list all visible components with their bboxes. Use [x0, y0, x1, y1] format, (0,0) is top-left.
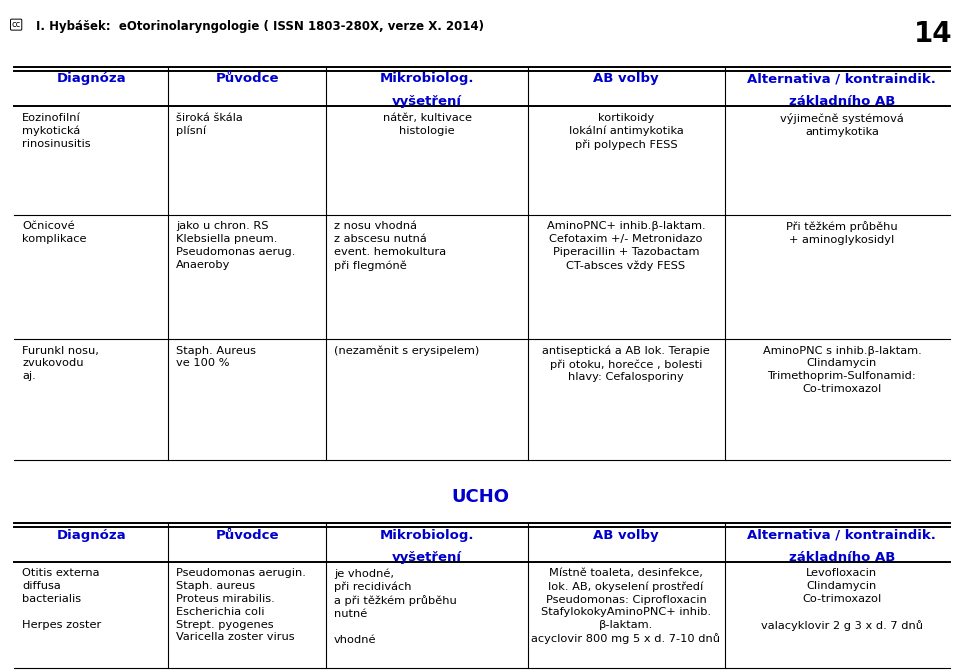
- Text: Furunkl nosu,
zvukovodu
aj.: Furunkl nosu, zvukovodu aj.: [22, 346, 99, 381]
- Text: základního AB: základního AB: [789, 95, 895, 107]
- Text: kortikoidy
lokální antimykotika
při polypech FESS: kortikoidy lokální antimykotika při poly…: [568, 113, 684, 150]
- Text: široká škála
plísní: široká škála plísní: [176, 113, 243, 136]
- Text: (nezaměnit s erysipelem): (nezaměnit s erysipelem): [334, 346, 479, 356]
- Text: výjimečně systémová
antimykotika: výjimečně systémová antimykotika: [780, 113, 903, 136]
- Text: AminoPNC+ inhib.β-laktam.
Cefotaxim +/- Metronidazo
Piperacillin + Tazobactam
CT: AminoPNC+ inhib.β-laktam. Cefotaxim +/- …: [546, 221, 706, 270]
- Text: Diagnóza: Diagnóza: [57, 72, 126, 85]
- Text: Pseudomonas aerugin.
Staph. aureus
Proteus mirabilis.
Escherichia coli
Strept. p: Pseudomonas aerugin. Staph. aureus Prote…: [176, 568, 305, 642]
- Text: Mikrobiolog.: Mikrobiolog.: [380, 529, 474, 541]
- Text: Očnicové
komplikace: Očnicové komplikace: [22, 221, 86, 244]
- Text: nátěr, kultivace
histologie: nátěr, kultivace histologie: [383, 113, 471, 136]
- Text: cc: cc: [12, 20, 21, 29]
- Text: antiseptická a AB lok. Terapie
při otoku, horečce , bolesti
hlavy: Cefalosporiny: antiseptická a AB lok. Terapie při otoku…: [542, 346, 709, 382]
- Text: AB volby: AB volby: [593, 529, 659, 541]
- Text: Levofloxacin
Clindamycin
Co-trimoxazol

valacyklovir 2 g 3 x d. 7 dnů: Levofloxacin Clindamycin Co-trimoxazol v…: [761, 568, 923, 631]
- Text: Původce: Původce: [216, 72, 279, 85]
- Text: I. Hybášek:  eOtorinolaryngologie ( ISSN 1803-280X, verze X. 2014): I. Hybášek: eOtorinolaryngologie ( ISSN …: [36, 20, 485, 33]
- Text: AB volby: AB volby: [593, 72, 659, 85]
- Text: Mikrobiolog.: Mikrobiolog.: [380, 72, 474, 85]
- Text: Diagnóza: Diagnóza: [57, 529, 126, 541]
- Text: AminoPNC s inhib.β-laktam.
Clindamycin
Trimethoprim-Sulfonamid:
Co-trimoxazol: AminoPNC s inhib.β-laktam. Clindamycin T…: [762, 346, 922, 394]
- Text: Alternativa / kontraindik.: Alternativa / kontraindik.: [748, 529, 936, 541]
- Text: Alternativa / kontraindik.: Alternativa / kontraindik.: [748, 72, 936, 85]
- Text: Otitis externa
diffusa
bacterialis

Herpes zoster: Otitis externa diffusa bacterialis Herpe…: [22, 568, 102, 629]
- Text: 14: 14: [914, 20, 952, 48]
- Text: Místně toaleta, desinfekce,
lok. AB, okyselení prostředí
Pseudomonas: Ciprofloxa: Místně toaleta, desinfekce, lok. AB, oky…: [532, 568, 720, 644]
- Text: základního AB: základního AB: [789, 551, 895, 564]
- Text: vyšetření: vyšetření: [393, 551, 462, 564]
- Text: z nosu vhodná
z abscesu nutná
event. hemokultura
při flegmóně: z nosu vhodná z abscesu nutná event. hem…: [334, 221, 446, 270]
- Text: vyšetření: vyšetření: [393, 95, 462, 107]
- Text: je vhodné,
při recidivách
a při těžkém průběhu
nutné

vhodné: je vhodné, při recidivách a při těžkém p…: [334, 568, 457, 645]
- Text: jako u chron. RS
Klebsiella pneum.
Pseudomonas aerug.
Anaeroby: jako u chron. RS Klebsiella pneum. Pseud…: [176, 221, 295, 270]
- Text: UCHO: UCHO: [451, 488, 509, 507]
- Text: Eozinofilní
mykotická
rinosinusitis: Eozinofilní mykotická rinosinusitis: [22, 113, 90, 149]
- Text: Při těžkém průběhu
+ aminoglykosidyl: Při těžkém průběhu + aminoglykosidyl: [786, 221, 898, 245]
- Text: Staph. Aureus
ve 100 %: Staph. Aureus ve 100 %: [176, 346, 255, 368]
- Text: Původce: Původce: [216, 529, 279, 541]
